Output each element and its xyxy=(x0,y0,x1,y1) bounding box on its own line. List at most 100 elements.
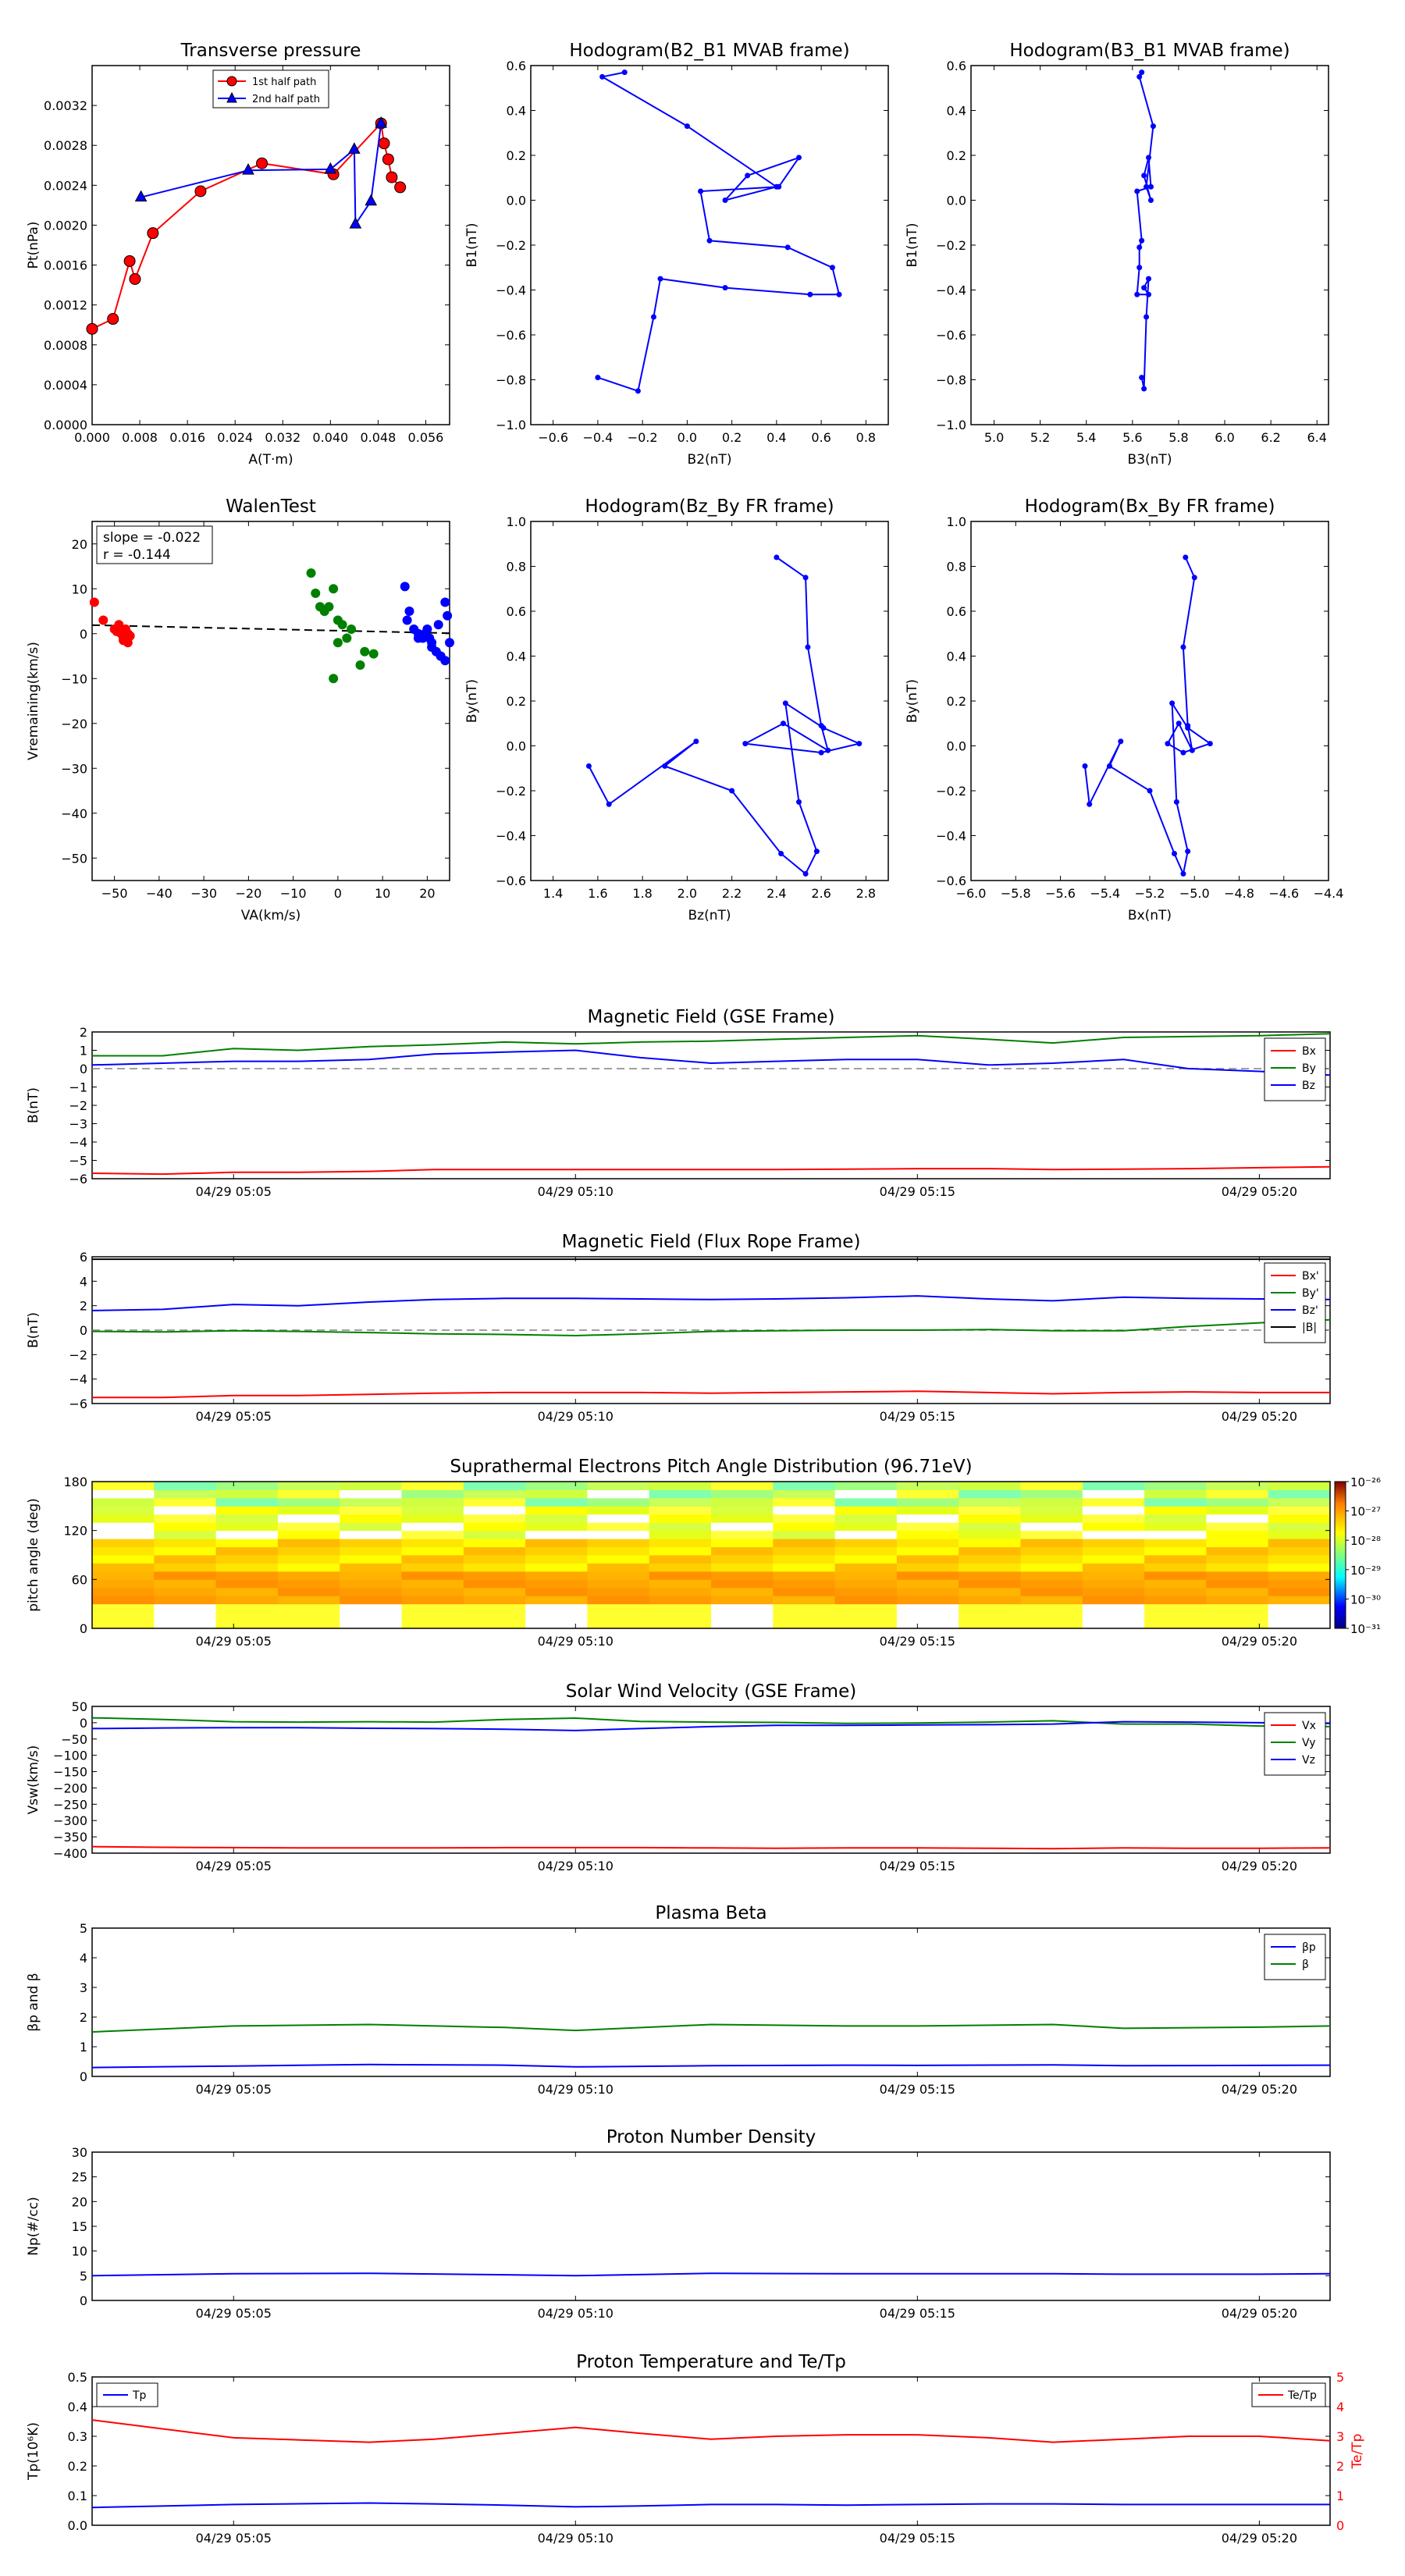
y-tick-label: 0.6 xyxy=(507,59,526,73)
chart-title: Hodogram(B2_B1 MVAB frame) xyxy=(569,41,849,61)
y-tick-label: −0.4 xyxy=(496,283,526,298)
heatmap-cell xyxy=(401,1514,464,1523)
heatmap-cell xyxy=(1268,1497,1331,1507)
y-tick-label: −0.6 xyxy=(496,873,526,888)
x-tick-label: 0.024 xyxy=(217,430,253,445)
y-tick-label: 0.0 xyxy=(507,739,526,754)
heatmap-cell xyxy=(525,1612,588,1621)
x-tick-label: −50 xyxy=(101,886,128,901)
legend-label: Vx xyxy=(1302,1720,1316,1732)
series-line xyxy=(597,71,841,393)
heatmap-cell xyxy=(525,1497,588,1507)
heatmap-cell xyxy=(959,1555,1021,1564)
heatmap-cell xyxy=(215,1587,279,1596)
data-point xyxy=(778,851,784,856)
heatmap-cell xyxy=(587,1579,650,1589)
x-tick-label: 2.4 xyxy=(767,886,786,901)
heatmap-cell xyxy=(773,1489,836,1499)
heatmap-cell xyxy=(1206,1587,1269,1596)
y-tick-label: 1.0 xyxy=(507,514,526,529)
data-point xyxy=(333,638,343,648)
y-tick-label: −250 xyxy=(53,1797,87,1812)
y-tick-label: −0.6 xyxy=(496,328,526,343)
y-tick-label: −0.8 xyxy=(936,373,966,388)
y-tick-label: 0.0 xyxy=(68,2518,87,2533)
heatmap-cell xyxy=(834,1489,898,1499)
data-point xyxy=(829,265,835,271)
x-tick-label: 0.040 xyxy=(312,430,348,445)
heatmap-cell xyxy=(525,1506,588,1515)
heatmap-cell xyxy=(340,1482,402,1490)
x-tick-label: 1.6 xyxy=(588,886,607,901)
legend-label: Vz xyxy=(1302,1754,1315,1767)
x-tick-label: 0 xyxy=(334,886,342,901)
heatmap-cell xyxy=(277,1522,340,1532)
heatmap-cell xyxy=(834,1555,898,1564)
data-point xyxy=(311,589,321,598)
y-tick-label: 0 xyxy=(80,2069,87,2084)
heatmap-cell xyxy=(1268,1612,1331,1621)
x-tick-label: 04/29 05:15 xyxy=(880,2531,955,2546)
heatmap-cell xyxy=(1144,1482,1207,1490)
y-axis-label: B(nT) xyxy=(26,1312,41,1348)
legend-label: Bx xyxy=(1302,1045,1316,1058)
heatmap-cell xyxy=(773,1522,836,1532)
heatmap-cell xyxy=(649,1514,712,1523)
chart-title: Magnetic Field (Flux Rope Frame) xyxy=(562,1232,861,1252)
heatmap-cell xyxy=(896,1530,959,1539)
data-point xyxy=(123,628,133,639)
y-tick-label: 1 xyxy=(80,1044,87,1059)
axes-frame xyxy=(91,2376,1331,2526)
y-tick-label: −0.4 xyxy=(936,283,966,298)
data-point xyxy=(825,747,831,753)
heatmap-cell xyxy=(649,1539,712,1548)
data-point xyxy=(329,674,339,684)
data-point xyxy=(1173,799,1179,805)
series-line xyxy=(588,557,862,875)
y-axis-label: βp and β xyxy=(26,1973,41,2031)
heatmap-cell xyxy=(1206,1514,1269,1523)
legend-label: 1st half path xyxy=(252,76,316,88)
heatmap-cell xyxy=(1206,1603,1269,1613)
heatmap-cell xyxy=(649,1596,712,1605)
x-tick-label: 04/29 05:05 xyxy=(196,1634,272,1649)
y-tick-label: 0.0024 xyxy=(44,178,87,193)
heatmap-cell xyxy=(1082,1620,1145,1629)
y-tick-label: −20 xyxy=(61,717,87,731)
walen-test-chart: WalenTest −50 −40 −30 −20 −10 0 10 20 −50 −40 −30 −2… xyxy=(26,496,454,923)
heatmap-cell xyxy=(277,1546,340,1556)
series-line xyxy=(91,1720,1331,1731)
data-point xyxy=(1118,738,1124,745)
proton-temperature-chart: Proton Temperature and Te/Tp 0.0 0.1 0.2 0.3… xyxy=(26,2352,1365,2546)
data-point xyxy=(368,649,379,659)
y-axis-label: Tp(10⁶K) xyxy=(26,2422,41,2481)
heatmap-cell xyxy=(340,1563,402,1572)
x-tick-label: 04/29 05:10 xyxy=(538,2306,614,2321)
heatmap-cell xyxy=(587,1530,650,1539)
heatmap-cell xyxy=(215,1579,279,1589)
data-point xyxy=(1087,801,1093,807)
data-point xyxy=(1150,123,1156,130)
heatmap-cell xyxy=(587,1497,650,1507)
transverse-pressure-chart: Transverse pressure 0.0000 0.0004 0.0008 0.0… xyxy=(26,41,450,468)
heatmap-cell xyxy=(1206,1563,1269,1572)
heatmap-cell xyxy=(1206,1482,1269,1490)
data-point xyxy=(585,763,592,769)
heatmap-cell xyxy=(154,1596,217,1605)
x-tick-label: 04/29 05:15 xyxy=(880,2082,955,2097)
data-point xyxy=(1171,851,1177,856)
heatmap-cell xyxy=(340,1571,402,1580)
heatmap-cell xyxy=(340,1620,402,1629)
heatmap-cell xyxy=(896,1489,959,1499)
data-point xyxy=(722,197,728,203)
y-tick-label: −0.2 xyxy=(936,238,966,253)
y-tick-label: −0.6 xyxy=(936,873,966,888)
y-tick-label: 0.6 xyxy=(947,59,966,73)
data-point xyxy=(802,575,809,581)
heatmap-cell xyxy=(1144,1596,1207,1605)
heatmap-cell xyxy=(896,1620,959,1629)
heatmap-cell xyxy=(773,1546,836,1556)
x-tick-label: 04/29 05:10 xyxy=(538,1634,614,1649)
heatmap-cell xyxy=(711,1555,774,1564)
x-tick-label: 04/29 05:10 xyxy=(538,1409,614,1424)
